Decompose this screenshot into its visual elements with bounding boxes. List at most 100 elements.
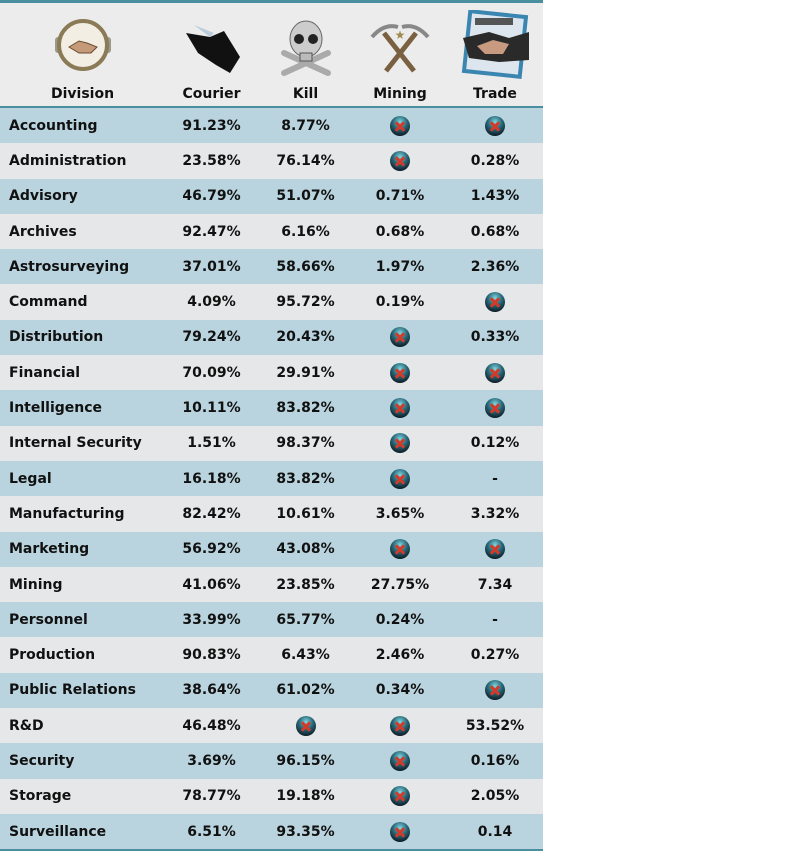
table-row: Internal Security 1.51% 98.37% 0.12% bbox=[0, 425, 543, 461]
x-icon bbox=[295, 715, 316, 736]
division-cell: Advisory bbox=[9, 188, 78, 205]
x-icon bbox=[390, 398, 410, 419]
handshake-medallion-icon bbox=[51, 10, 115, 80]
division-cell: Security bbox=[9, 752, 75, 769]
kill-cell: 29.91% bbox=[276, 364, 335, 381]
table-row: Financial 70.09% 29.91% bbox=[0, 355, 543, 391]
trade-cell: 2.05% bbox=[470, 788, 520, 805]
division-cell: Marketing bbox=[9, 541, 90, 558]
kill-cell: 58.66% bbox=[276, 258, 335, 275]
trade-cell: 0.33% bbox=[470, 329, 520, 346]
table-row: Storage 78.77% 19.18% 2.05% bbox=[0, 778, 543, 814]
mining-cell bbox=[353, 468, 447, 489]
trade-cell: 3.32% bbox=[470, 505, 520, 522]
table-row: Legal 16.18% 83.82% - bbox=[0, 460, 543, 497]
kill-cell: 83.82% bbox=[276, 470, 335, 487]
x-icon bbox=[485, 362, 505, 383]
header-division: Division bbox=[0, 3, 165, 106]
courier-cell: 4.09% bbox=[187, 294, 236, 311]
kill-cell: 6.43% bbox=[281, 647, 330, 664]
courier-cell: 10.11% bbox=[182, 400, 241, 417]
trade-cell: 0.27% bbox=[470, 647, 520, 664]
trade-cell: 53.52% bbox=[465, 717, 525, 734]
trade-cell: 7.34 bbox=[477, 576, 513, 593]
division-cell: Personnel bbox=[9, 611, 88, 628]
kill-cell bbox=[258, 715, 353, 736]
trade-cell: 0.16% bbox=[470, 752, 520, 769]
table-row: Surveillance 6.51% 93.35% 0.14 bbox=[0, 813, 543, 850]
mining-cell: 0.24% bbox=[375, 611, 425, 628]
x-icon bbox=[485, 398, 505, 419]
x-icon bbox=[485, 115, 505, 136]
header-trade: Trade bbox=[447, 3, 543, 106]
kill-cell: 83.82% bbox=[276, 400, 335, 417]
x-icon bbox=[390, 539, 410, 560]
kill-cell: 8.77% bbox=[281, 117, 330, 134]
table-header: Division Courier Kill ★ Mining Trade bbox=[0, 0, 543, 108]
courier-cell: 41.06% bbox=[182, 576, 241, 593]
kill-cell: 95.72% bbox=[276, 294, 335, 311]
kill-cell: 6.16% bbox=[281, 223, 330, 240]
kill-cell: 96.15% bbox=[276, 752, 335, 769]
courier-cell: 33.99% bbox=[182, 611, 241, 628]
courier-cell: 70.09% bbox=[182, 364, 241, 381]
kill-cell: 65.77% bbox=[276, 611, 335, 628]
table-row: Archives 92.47% 6.16% 0.68% 0.68% bbox=[0, 213, 543, 250]
x-icon bbox=[390, 750, 410, 771]
table-row: Astrosurveying 37.01% 58.66% 1.97% 2.36% bbox=[0, 249, 543, 285]
division-cell: Internal Security bbox=[9, 435, 142, 452]
trade-cell bbox=[447, 362, 543, 383]
courier-cell: 1.51% bbox=[187, 435, 236, 452]
table-row: Production 90.83% 6.43% 2.46% 0.27% bbox=[0, 637, 543, 673]
courier-cell: 16.18% bbox=[182, 470, 241, 487]
courier-cell: 23.58% bbox=[182, 152, 241, 169]
division-cell: Accounting bbox=[9, 117, 98, 134]
courier-cell: 79.24% bbox=[182, 329, 241, 346]
table-row: Public Relations 38.64% 61.02% 0.34% bbox=[0, 672, 543, 709]
division-cell: Mining bbox=[9, 576, 63, 593]
mining-cell bbox=[353, 539, 447, 560]
skull-crossbones-icon bbox=[274, 10, 338, 80]
trade-cell bbox=[447, 680, 543, 701]
division-cell: Surveillance bbox=[9, 823, 107, 840]
kill-cell: 19.18% bbox=[276, 788, 335, 805]
division-cell: Archives bbox=[9, 223, 77, 240]
trade-cell bbox=[447, 292, 543, 313]
kill-cell: 76.14% bbox=[276, 152, 335, 169]
mining-cell: 2.46% bbox=[375, 647, 425, 664]
courier-cell: 38.64% bbox=[182, 682, 241, 699]
header-kill: Kill bbox=[258, 3, 353, 106]
trade-cell: 2.36% bbox=[470, 258, 520, 275]
kill-cell: 23.85% bbox=[276, 576, 335, 593]
x-icon bbox=[485, 292, 505, 313]
trade-cell: 0.14 bbox=[477, 823, 513, 840]
mining-cell: 0.19% bbox=[375, 294, 425, 311]
mining-cell bbox=[353, 750, 447, 771]
courier-cell: 6.51% bbox=[187, 823, 236, 840]
table-row: R&D 46.48% 53.52% bbox=[0, 708, 543, 744]
division-cell: Public Relations bbox=[9, 682, 136, 699]
table-row: Administration 23.58% 76.14% 0.28% bbox=[0, 143, 543, 179]
mining-cell bbox=[353, 433, 447, 454]
division-cell: Production bbox=[9, 647, 96, 664]
mining-cell: 3.65% bbox=[375, 505, 425, 522]
division-cell: Storage bbox=[9, 788, 72, 805]
trade-cell bbox=[447, 539, 543, 560]
trade-cell bbox=[447, 398, 543, 419]
table-row: Personnel 33.99% 65.77% 0.24% - bbox=[0, 602, 543, 638]
x-icon bbox=[390, 115, 410, 136]
trade-cell: - bbox=[492, 611, 498, 628]
x-icon bbox=[390, 821, 410, 842]
courier-cell: 56.92% bbox=[182, 541, 241, 558]
x-icon bbox=[390, 150, 410, 171]
x-icon bbox=[485, 539, 505, 560]
kill-cell: 93.35% bbox=[276, 823, 335, 840]
trade-cell: 0.12% bbox=[470, 435, 520, 452]
mining-cell bbox=[353, 821, 447, 842]
table-row: Accounting 91.23% 8.77% bbox=[0, 108, 543, 144]
contract-handshake-icon bbox=[459, 10, 531, 80]
header-courier: Courier bbox=[165, 3, 258, 106]
mining-cell bbox=[353, 362, 447, 383]
x-icon bbox=[390, 362, 410, 383]
mining-cell bbox=[353, 398, 447, 419]
